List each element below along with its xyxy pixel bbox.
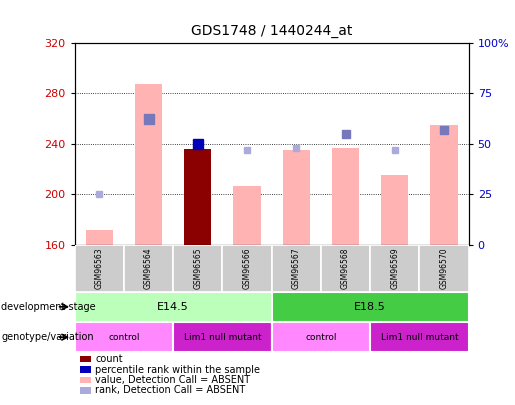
Text: GSM96570: GSM96570 — [439, 247, 449, 289]
Bar — [86, 230, 113, 245]
Text: rank, Detection Call = ABSENT: rank, Detection Call = ABSENT — [95, 385, 246, 395]
Bar — [370, 322, 469, 352]
Bar — [271, 292, 469, 322]
Bar — [173, 322, 271, 352]
Text: count: count — [95, 354, 123, 364]
Text: GSM96565: GSM96565 — [193, 247, 202, 289]
Text: GSM96563: GSM96563 — [95, 247, 104, 289]
Text: control: control — [305, 333, 337, 342]
Text: development stage: development stage — [1, 302, 96, 312]
Text: Lim1 null mutant: Lim1 null mutant — [381, 333, 458, 342]
Text: GDS1748 / 1440244_at: GDS1748 / 1440244_at — [191, 24, 352, 38]
Bar — [419, 245, 469, 292]
Text: control: control — [108, 333, 140, 342]
Bar — [271, 245, 321, 292]
Bar — [173, 245, 222, 292]
Bar — [184, 149, 211, 245]
Bar — [431, 125, 457, 245]
Text: Lim1 null mutant: Lim1 null mutant — [184, 333, 261, 342]
Bar — [381, 175, 408, 245]
Bar — [124, 245, 173, 292]
Text: GSM96568: GSM96568 — [341, 247, 350, 289]
Text: E14.5: E14.5 — [157, 302, 189, 312]
Bar — [75, 322, 173, 352]
Bar — [135, 84, 162, 245]
Bar — [332, 147, 359, 245]
Bar — [75, 292, 271, 322]
Text: E18.5: E18.5 — [354, 302, 386, 312]
Bar — [283, 150, 310, 245]
Bar — [75, 245, 124, 292]
Text: value, Detection Call = ABSENT: value, Detection Call = ABSENT — [95, 375, 250, 385]
Bar — [222, 245, 271, 292]
Text: genotype/variation: genotype/variation — [1, 332, 94, 342]
Text: GSM96569: GSM96569 — [390, 247, 399, 289]
Text: GSM96567: GSM96567 — [292, 247, 301, 289]
Bar — [321, 245, 370, 292]
Bar — [271, 322, 370, 352]
Text: GSM96566: GSM96566 — [243, 247, 251, 289]
Bar — [233, 185, 261, 245]
Text: percentile rank within the sample: percentile rank within the sample — [95, 364, 260, 375]
Text: GSM96564: GSM96564 — [144, 247, 153, 289]
Bar — [370, 245, 419, 292]
